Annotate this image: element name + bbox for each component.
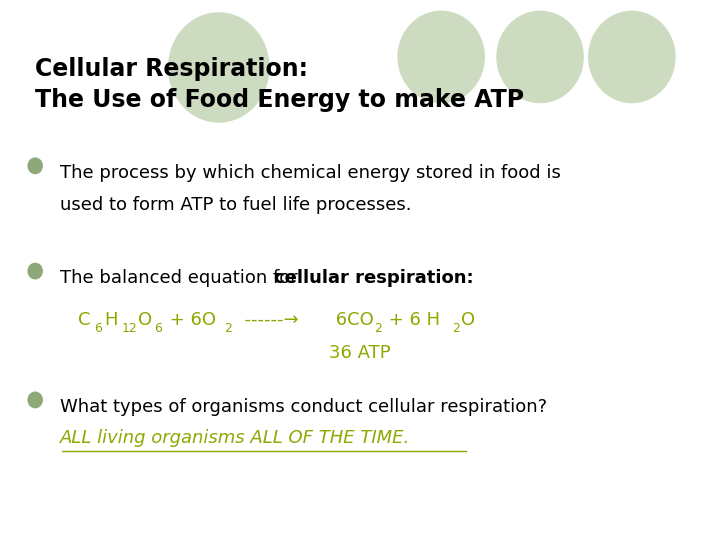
Ellipse shape xyxy=(168,12,269,123)
Text: cellular respiration:: cellular respiration: xyxy=(274,269,474,287)
Ellipse shape xyxy=(496,11,584,103)
Text: 6: 6 xyxy=(155,321,163,335)
Text: 2: 2 xyxy=(374,321,382,335)
Text: Cellular Respiration:: Cellular Respiration: xyxy=(35,57,308,81)
Text: H: H xyxy=(104,311,118,329)
Text: 2: 2 xyxy=(451,321,459,335)
Text: O: O xyxy=(138,311,152,329)
Text: used to form ATP to fuel life processes.: used to form ATP to fuel life processes. xyxy=(60,197,411,214)
Text: 12: 12 xyxy=(122,321,137,335)
Ellipse shape xyxy=(588,11,675,103)
Ellipse shape xyxy=(27,262,43,280)
Text: 36 ATP: 36 ATP xyxy=(329,343,391,362)
Text: O: O xyxy=(461,311,475,329)
Text: What types of organisms conduct cellular respiration?: What types of organisms conduct cellular… xyxy=(60,398,547,416)
Text: The balanced equation for: The balanced equation for xyxy=(60,269,303,287)
Text: C: C xyxy=(78,311,90,329)
Text: + 6O: + 6O xyxy=(163,311,216,329)
Text: + 6 H: + 6 H xyxy=(382,311,440,329)
Text: ALL living organisms ALL OF THE TIME.: ALL living organisms ALL OF THE TIME. xyxy=(60,429,410,448)
Ellipse shape xyxy=(397,11,485,103)
Text: The process by which chemical energy stored in food is: The process by which chemical energy sto… xyxy=(60,164,561,182)
Text: 2: 2 xyxy=(225,321,233,335)
Text: 6CO: 6CO xyxy=(330,311,374,329)
Text: The Use of Food Energy to make ATP: The Use of Food Energy to make ATP xyxy=(35,89,524,112)
Text: 6: 6 xyxy=(94,321,102,335)
Ellipse shape xyxy=(27,158,43,174)
Ellipse shape xyxy=(27,392,43,408)
Text: ------→: ------→ xyxy=(233,311,299,329)
